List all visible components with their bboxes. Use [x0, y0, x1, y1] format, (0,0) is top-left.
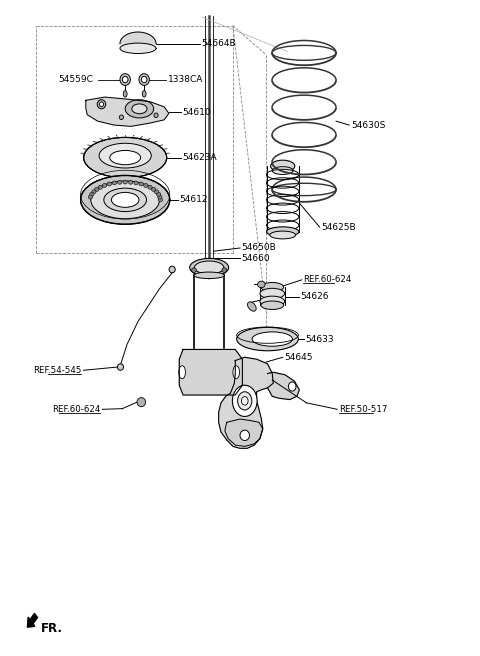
Polygon shape [225, 419, 263, 446]
Text: 54610: 54610 [182, 108, 211, 117]
Ellipse shape [154, 113, 158, 117]
Ellipse shape [132, 104, 147, 113]
Ellipse shape [271, 160, 295, 172]
Text: REF.50-517: REF.50-517 [339, 405, 387, 414]
Text: 54633: 54633 [305, 335, 334, 344]
Polygon shape [267, 372, 300, 400]
Ellipse shape [158, 195, 162, 199]
Ellipse shape [158, 198, 162, 202]
Ellipse shape [141, 76, 147, 83]
Ellipse shape [266, 227, 299, 237]
Text: 54660: 54660 [241, 254, 270, 263]
Text: 54612: 54612 [180, 195, 208, 205]
Ellipse shape [111, 192, 139, 207]
Ellipse shape [112, 181, 117, 185]
Ellipse shape [120, 43, 156, 54]
Ellipse shape [252, 332, 292, 346]
Ellipse shape [139, 182, 143, 186]
Ellipse shape [123, 180, 127, 184]
Polygon shape [219, 358, 273, 448]
Ellipse shape [169, 266, 175, 273]
Text: 54664B: 54664B [201, 39, 236, 49]
Text: 54626: 54626 [301, 293, 329, 301]
Ellipse shape [117, 364, 123, 370]
Text: REF.54-545: REF.54-545 [33, 366, 81, 375]
Text: FR.: FR. [41, 622, 63, 635]
Polygon shape [179, 350, 242, 395]
Ellipse shape [90, 192, 94, 196]
Ellipse shape [248, 302, 256, 311]
Ellipse shape [120, 73, 131, 85]
Ellipse shape [134, 181, 138, 185]
Ellipse shape [88, 195, 93, 199]
Text: 54650B: 54650B [241, 243, 276, 253]
Ellipse shape [240, 430, 250, 441]
Ellipse shape [99, 143, 151, 168]
Ellipse shape [194, 272, 224, 279]
Ellipse shape [118, 180, 122, 184]
Ellipse shape [125, 100, 154, 118]
Text: 54623A: 54623A [182, 153, 217, 162]
Ellipse shape [258, 281, 265, 288]
Ellipse shape [232, 385, 257, 417]
Ellipse shape [192, 268, 196, 272]
Polygon shape [86, 97, 169, 127]
Ellipse shape [139, 73, 149, 85]
Ellipse shape [95, 188, 99, 192]
Ellipse shape [110, 150, 141, 165]
Ellipse shape [179, 366, 185, 379]
Ellipse shape [272, 167, 293, 174]
Ellipse shape [144, 184, 148, 188]
Ellipse shape [237, 327, 299, 351]
Ellipse shape [129, 180, 133, 184]
Ellipse shape [98, 185, 103, 189]
Text: 1338CA: 1338CA [168, 75, 203, 84]
Text: REF.60-624: REF.60-624 [303, 276, 351, 284]
Text: 54559C: 54559C [58, 75, 93, 84]
Ellipse shape [102, 184, 107, 188]
Text: REF.60-624: REF.60-624 [52, 405, 100, 414]
Ellipse shape [84, 137, 167, 178]
Text: 54645: 54645 [284, 353, 312, 361]
Ellipse shape [260, 296, 285, 306]
Ellipse shape [233, 366, 240, 379]
Ellipse shape [122, 76, 128, 83]
Ellipse shape [261, 283, 284, 291]
Ellipse shape [238, 392, 252, 410]
Ellipse shape [194, 350, 224, 356]
Ellipse shape [156, 192, 161, 196]
Ellipse shape [142, 91, 146, 97]
Ellipse shape [97, 100, 106, 109]
Ellipse shape [99, 102, 104, 106]
Ellipse shape [288, 382, 296, 391]
Ellipse shape [119, 115, 123, 119]
Ellipse shape [270, 231, 296, 239]
Ellipse shape [137, 398, 145, 407]
Ellipse shape [261, 301, 284, 310]
Ellipse shape [81, 175, 170, 224]
Text: 54630S: 54630S [351, 121, 386, 130]
Ellipse shape [260, 289, 285, 298]
Ellipse shape [241, 397, 248, 405]
Polygon shape [120, 32, 156, 44]
Ellipse shape [155, 190, 158, 194]
Ellipse shape [92, 190, 96, 194]
Ellipse shape [148, 185, 152, 189]
Text: 54625B: 54625B [322, 222, 356, 232]
Ellipse shape [190, 258, 228, 277]
Ellipse shape [91, 181, 159, 218]
Ellipse shape [152, 188, 156, 192]
Ellipse shape [107, 182, 111, 186]
Ellipse shape [194, 261, 224, 274]
FancyArrow shape [27, 613, 37, 627]
Ellipse shape [104, 188, 146, 212]
Ellipse shape [207, 274, 212, 279]
Ellipse shape [123, 91, 127, 97]
Ellipse shape [222, 268, 227, 272]
